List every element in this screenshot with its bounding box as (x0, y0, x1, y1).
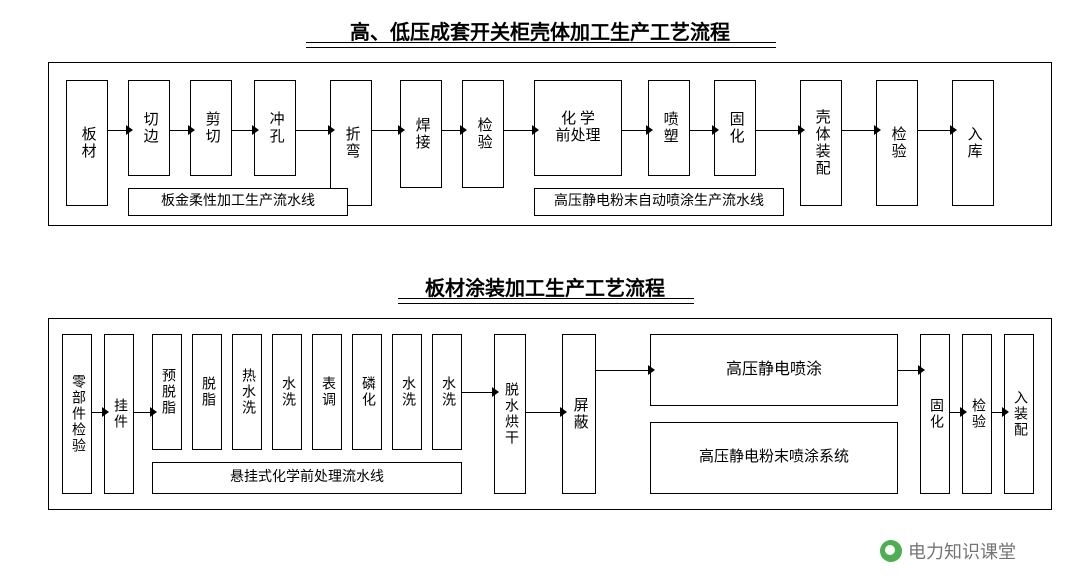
flow1-box-b11: 壳体装配 (800, 80, 842, 206)
flow1-note-n1: 板金柔性加工生产流水线 (128, 188, 348, 216)
canvas: 高、低压成套开关柜壳体加工生产工艺流程板材切边剪切冲孔折弯焊接检验化 学 前处理… (0, 0, 1080, 582)
arrow (296, 125, 335, 135)
arrow (842, 125, 881, 135)
arrow (108, 125, 133, 135)
arrow (232, 125, 259, 135)
arrow (596, 365, 655, 375)
flow2-box-c5: 热水洗 (232, 334, 262, 450)
flow1-box-b9: 喷塑 (648, 80, 690, 176)
flow2-box-c11: 脱水烘干 (494, 334, 526, 494)
flow2-box-c13: 高压静电喷涂 (650, 334, 898, 406)
flow1-box-b1: 板材 (66, 80, 108, 206)
flow1-box-b8: 化 学 前处理 (534, 80, 622, 176)
arrow (504, 125, 539, 135)
flow2-box-c12: 屏蔽 (562, 334, 596, 494)
flow1-box-b10: 固化 (714, 80, 756, 176)
arrow (690, 125, 719, 135)
flow2-box-c6: 水洗 (272, 334, 302, 450)
arrow (756, 125, 805, 135)
arrow (92, 407, 109, 417)
flow2-box-c7: 表调 (312, 334, 342, 450)
wechat-icon (880, 540, 902, 562)
flow2-box-c10: 水洗 (432, 334, 462, 450)
arrow (442, 125, 467, 135)
flow2-box-c4: 脱脂 (192, 334, 222, 450)
flow1-box-b7: 检验 (462, 80, 504, 188)
arrow (134, 407, 157, 417)
flow2-box-c9: 水洗 (392, 334, 422, 450)
arrow (462, 387, 499, 397)
flow1-box-b3: 剪切 (190, 80, 232, 176)
flow1-note-n2: 高压静电粉末自动喷涂生产流水线 (534, 188, 784, 216)
flow1-box-b12: 检验 (876, 80, 918, 206)
flow2-box-c14: 高压静电粉末喷涂系统 (650, 422, 898, 494)
flow1-box-b4: 冲孔 (254, 80, 296, 176)
watermark: 电力知识课堂 (880, 538, 1016, 564)
arrow (992, 407, 1009, 417)
arrow (372, 125, 405, 135)
arrow (950, 407, 967, 417)
arrow (918, 125, 957, 135)
flow2-box-c15: 固化 (920, 334, 950, 494)
flow2-box-c1: 零部件检验 (62, 334, 92, 494)
section-title: 板材涂装加工生产工艺流程 (400, 272, 690, 301)
watermark-text: 电力知识课堂 (908, 538, 1016, 564)
flow2-box-c8: 磷化 (352, 334, 382, 450)
arrow (622, 125, 653, 135)
arrow (898, 365, 925, 375)
arrow (526, 407, 567, 417)
section-title: 高、低压成套开关柜壳体加工生产工艺流程 (310, 16, 770, 45)
flow2-note-n3: 悬挂式化学前处理流水线 (152, 462, 462, 494)
flow1-box-b2: 切边 (128, 80, 170, 176)
flow1-box-b6: 焊接 (400, 80, 442, 188)
flow1-box-b13: 入库 (952, 80, 994, 206)
arrow (170, 125, 195, 135)
flow2-box-c3: 预脱脂 (152, 334, 182, 450)
